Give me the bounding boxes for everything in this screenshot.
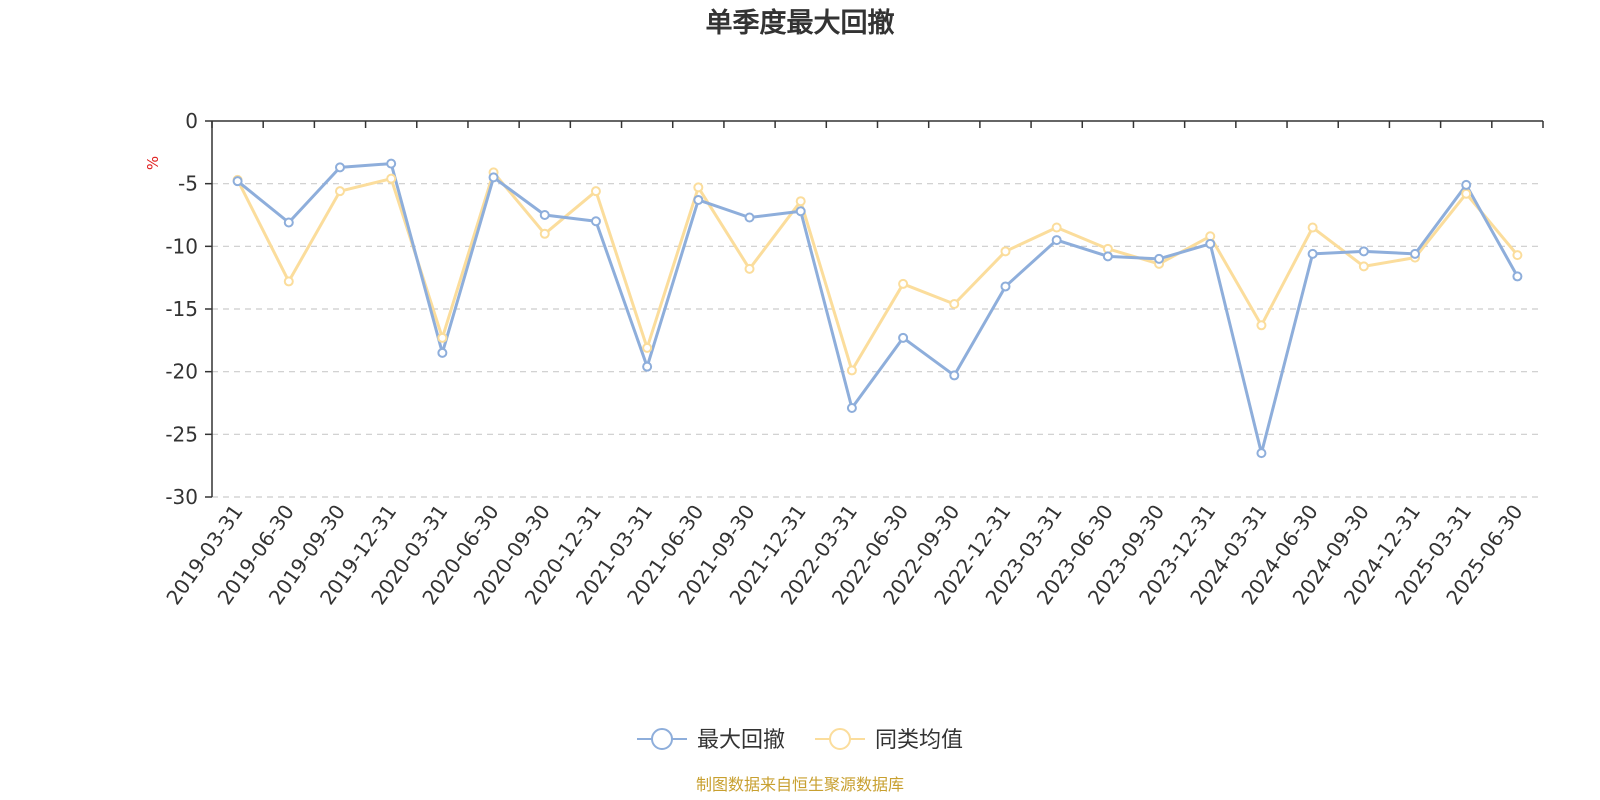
legend-item-0[interactable]: 最大回撤 (637, 728, 785, 753)
data-point[interactable] (642, 361, 653, 372)
data-point[interactable] (1000, 281, 1011, 292)
data-point[interactable] (1154, 253, 1165, 264)
series-line-1 (236, 170, 1519, 372)
chart-title: 单季度最大回撤 (706, 7, 895, 39)
data-point[interactable] (1307, 222, 1318, 233)
data-point[interactable] (1051, 222, 1062, 233)
y-axis-unit: % (144, 156, 162, 170)
data-point[interactable] (590, 216, 601, 227)
data-point[interactable] (693, 194, 704, 205)
data-point[interactable] (1102, 251, 1113, 262)
series-line-0 (236, 162, 1519, 455)
data-point[interactable] (386, 173, 397, 184)
data-point[interactable] (795, 206, 806, 217)
data-point[interactable] (1512, 271, 1523, 282)
legend-item-1[interactable]: 同类均值 (815, 728, 963, 753)
data-point[interactable] (1410, 248, 1421, 259)
data-point[interactable] (283, 217, 294, 228)
x-tick-labels: 2019-03-312019-06-302019-09-302019-12-31… (161, 500, 1527, 609)
data-point[interactable] (898, 332, 909, 343)
data-point[interactable] (1358, 261, 1369, 272)
y-tick-labels: 0 -5 -10 -15 -20 -25 -30 (165, 109, 198, 509)
data-point[interactable] (1461, 179, 1472, 190)
legend[interactable]: 最大回撤 同类均值 (637, 728, 963, 753)
legend-label: 同类均值 (875, 728, 963, 753)
data-point[interactable] (846, 403, 857, 414)
data-point[interactable] (1461, 188, 1472, 199)
data-point[interactable] (1051, 235, 1062, 246)
legend-marker (829, 728, 851, 750)
y-tick-label: -30 (165, 485, 198, 509)
data-point[interactable] (744, 263, 755, 274)
data-point[interactable] (590, 186, 601, 197)
data-point[interactable] (334, 186, 345, 197)
data-point[interactable] (232, 176, 243, 187)
data-point[interactable] (1512, 250, 1523, 261)
data-point[interactable] (1307, 248, 1318, 259)
y-tick-label: -15 (165, 297, 198, 321)
data-point[interactable] (386, 158, 397, 169)
data-point[interactable] (846, 365, 857, 376)
data-point[interactable] (795, 196, 806, 207)
data-point[interactable] (642, 342, 653, 353)
data-point[interactable] (539, 228, 550, 239)
data-point[interactable] (1205, 238, 1216, 249)
data-point[interactable] (949, 298, 960, 309)
series-group (232, 158, 1523, 459)
legend-label: 最大回撤 (697, 728, 785, 753)
data-point[interactable] (488, 172, 499, 183)
data-point[interactable] (539, 210, 550, 220)
y-tick-label: -5 (178, 172, 198, 196)
data-point[interactable] (693, 182, 704, 193)
y-tick-label: -25 (165, 422, 198, 446)
data-point[interactable] (744, 212, 755, 223)
data-point[interactable] (949, 370, 960, 381)
legend-marker (651, 728, 673, 750)
grid-lines (212, 183, 1543, 498)
data-point[interactable] (437, 347, 448, 358)
data-point[interactable] (1256, 448, 1267, 459)
data-point[interactable] (1358, 246, 1369, 257)
data-point[interactable] (1000, 246, 1011, 257)
y-tick-label: -10 (165, 234, 198, 258)
data-source-note: 制图数据来自恒生聚源数据库 (696, 775, 904, 794)
y-tick-label: -20 (165, 360, 198, 384)
data-point[interactable] (334, 162, 345, 173)
data-point[interactable] (283, 276, 294, 287)
axes (205, 120, 1544, 498)
y-tick-label: 0 (185, 109, 198, 133)
data-point[interactable] (1256, 320, 1267, 331)
data-point[interactable] (437, 332, 448, 343)
data-point[interactable] (898, 278, 909, 289)
